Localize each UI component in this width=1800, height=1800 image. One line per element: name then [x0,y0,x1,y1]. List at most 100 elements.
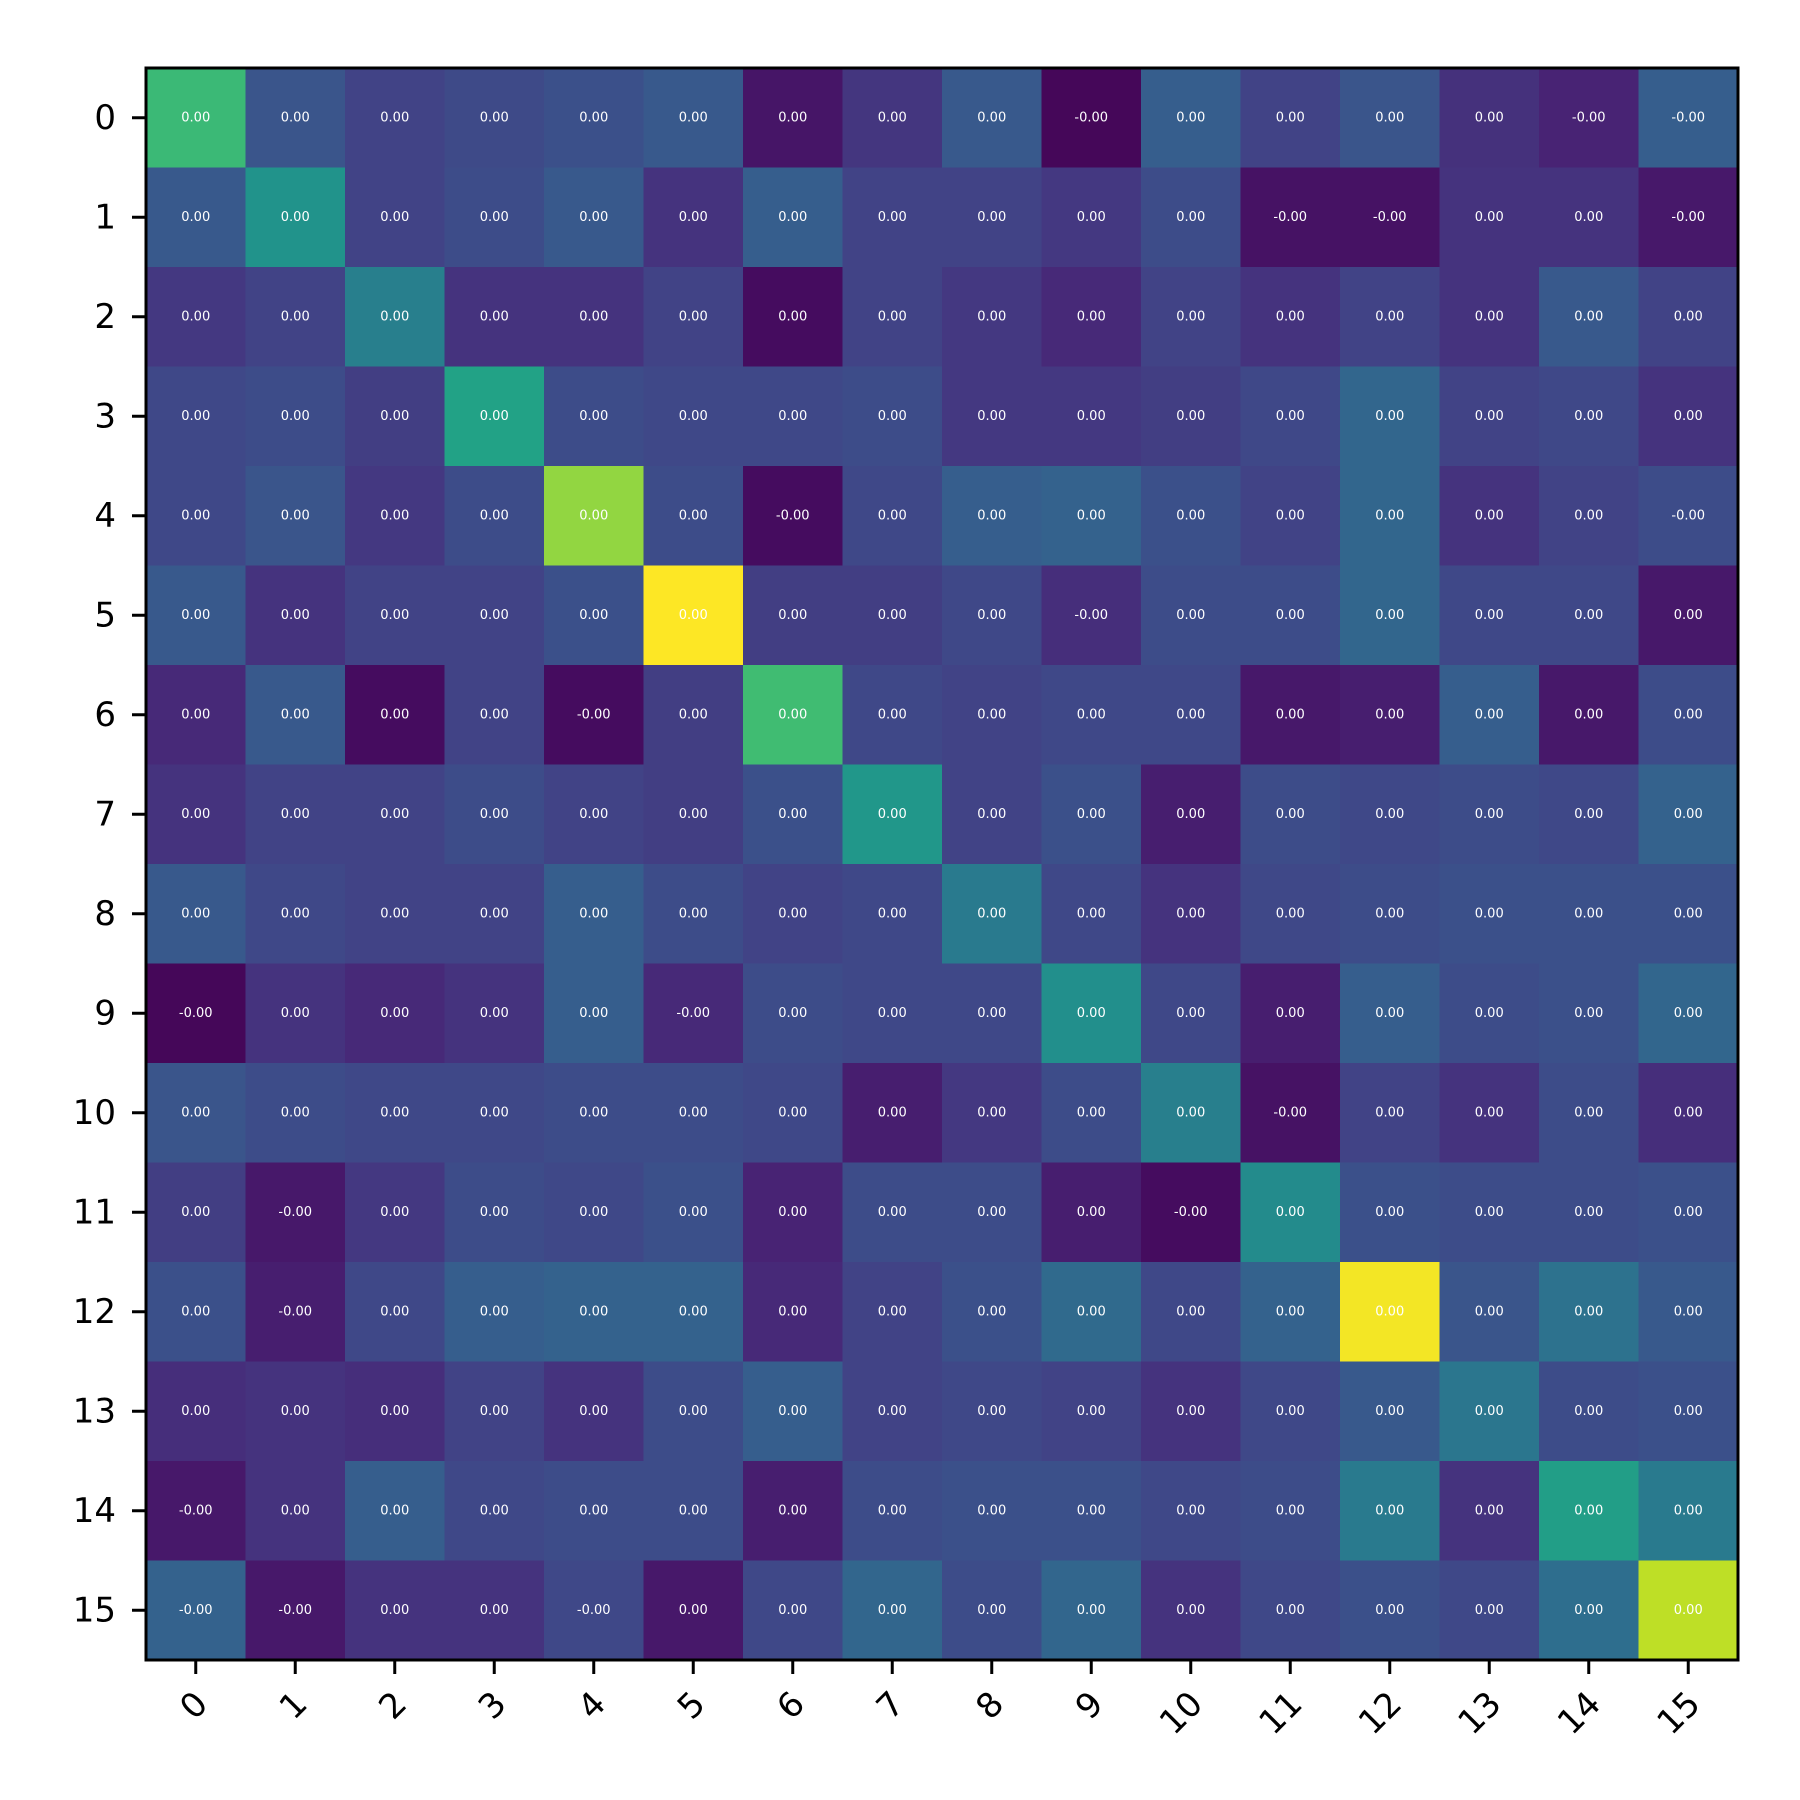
cell-value-label: 0.00 [977,906,1006,921]
cell-value-label: 0.00 [181,309,210,324]
heatmap-cell-8-14 [1539,864,1640,965]
heatmap-cell-4-2 [345,466,446,567]
heatmap-cell-9-10 [1141,963,1242,1064]
heatmap-cell-14-11 [1240,1461,1341,1562]
heatmap-cell-5-9 [1041,565,1142,666]
cell-value-label: 0.00 [977,1603,1006,1618]
cell-value-label: 0.00 [878,1205,907,1220]
cell-value-label: 0.00 [1176,1603,1205,1618]
y-tick-label: 14 [73,1491,116,1531]
heatmap-cell-0-9 [1041,68,1142,169]
heatmap-cell-6-9 [1041,665,1142,766]
heatmap-cell-11-5 [643,1162,744,1263]
cell-value-label: 0.00 [1375,309,1404,324]
cell-value-label: 0.00 [281,508,310,523]
heatmap-cell-8-4 [544,864,645,965]
heatmap-cell-11-8 [942,1162,1043,1263]
heatmap-cell-2-0 [146,267,247,368]
heatmap-cell-15-8 [942,1560,1043,1661]
heatmap-cell-2-4 [544,267,645,368]
heatmap-cell-14-6 [743,1461,844,1562]
cell-value-label: 0.00 [878,210,907,225]
y-tick-label: 11 [73,1192,116,1232]
heatmap-cell-9-3 [444,963,545,1064]
heatmap-cell-2-7 [842,267,943,368]
cell-value-label: -0.00 [278,1304,312,1319]
heatmap-cell-1-15 [1638,167,1739,268]
cell-value-label: 0.00 [1077,309,1106,324]
cell-value-label: 0.00 [1276,608,1305,623]
cell-value-label: 0.00 [1077,1105,1106,1120]
heatmap-cell-13-6 [743,1361,844,1462]
cell-value-label: 0.00 [281,807,310,822]
heatmap-cell-14-1 [245,1461,346,1562]
heatmap-cell-2-15 [1638,267,1739,368]
cell-value-label: 0.00 [1475,906,1504,921]
cell-value-label: -0.00 [577,1603,611,1618]
cell-value-label: 0.00 [778,1503,807,1518]
heatmap-cell-9-9 [1041,963,1142,1064]
cell-value-label: 0.00 [778,210,807,225]
heatmap-cell-9-7 [842,963,943,1064]
heatmap-cell-14-7 [842,1461,943,1562]
x-tick-label: 9 [1068,1684,1112,1728]
heatmap-cell-14-14 [1539,1461,1640,1562]
cell-value-label: 0.00 [1375,1304,1404,1319]
cell-value-label: 0.00 [579,1503,608,1518]
heatmap-cell-6-11 [1240,665,1341,766]
cell-value-label: 0.00 [977,1304,1006,1319]
heatmap-cell-8-3 [444,864,545,965]
heatmap-cell-5-1 [245,565,346,666]
cell-value-label: 0.00 [181,1205,210,1220]
heatmap-cell-2-11 [1240,267,1341,368]
heatmap-cell-15-1 [245,1560,346,1661]
heatmap-cell-5-0 [146,565,247,666]
cell-value-label: 0.00 [1475,608,1504,623]
y-tick-label: 12 [73,1292,116,1332]
cell-value-label: 0.00 [1276,409,1305,424]
cell-value-label: 0.00 [1077,409,1106,424]
cell-value-label: 0.00 [579,1304,608,1319]
cell-value-label: 0.00 [1574,1503,1603,1518]
heatmap-cell-1-11 [1240,167,1341,268]
heatmap-cell-6-1 [245,665,346,766]
heatmap-cell-15-4 [544,1560,645,1661]
cell-value-label: -0.00 [1671,508,1705,523]
heatmap-cell-11-9 [1041,1162,1142,1263]
heatmap-cell-0-12 [1340,68,1441,169]
cell-value-label: 0.00 [1276,508,1305,523]
y-tick-label: 0 [94,98,116,138]
heatmap-cell-5-2 [345,565,446,666]
heatmap-cell-9-13 [1439,963,1540,1064]
cell-value-label: 0.00 [380,110,409,125]
heatmap-cell-8-13 [1439,864,1540,965]
heatmap-cell-8-2 [345,864,446,965]
heatmap-cell-10-7 [842,1063,943,1164]
cell-value-label: 0.00 [778,608,807,623]
cell-value-label: 0.00 [1375,1404,1404,1419]
y-tick-label: 4 [94,496,116,536]
heatmap-cell-0-7 [842,68,943,169]
cell-value-label: -0.00 [1273,210,1307,225]
cell-value-label: 0.00 [1475,1006,1504,1021]
heatmap-cell-5-3 [444,565,545,666]
heatmap-cell-2-10 [1141,267,1242,368]
cell-value-label: 0.00 [679,508,708,523]
cell-value-label: 0.00 [977,707,1006,722]
y-tick-label: 10 [73,1093,116,1133]
heatmap-cell-13-5 [643,1361,744,1462]
heatmap-cell-3-0 [146,366,247,467]
heatmap-cell-1-13 [1439,167,1540,268]
heatmap-cell-15-3 [444,1560,545,1661]
heatmap-cell-15-14 [1539,1560,1640,1661]
x-tick-label: 2 [371,1684,415,1728]
cell-value-label: 0.00 [977,1205,1006,1220]
cell-value-label: 0.00 [1276,1503,1305,1518]
heatmap-cell-9-4 [544,963,645,1064]
heatmap-cell-8-10 [1141,864,1242,965]
heatmap-cell-11-6 [743,1162,844,1263]
cell-value-label: 0.00 [181,508,210,523]
heatmap-cell-11-3 [444,1162,545,1263]
heatmap-cell-11-10 [1141,1162,1242,1263]
